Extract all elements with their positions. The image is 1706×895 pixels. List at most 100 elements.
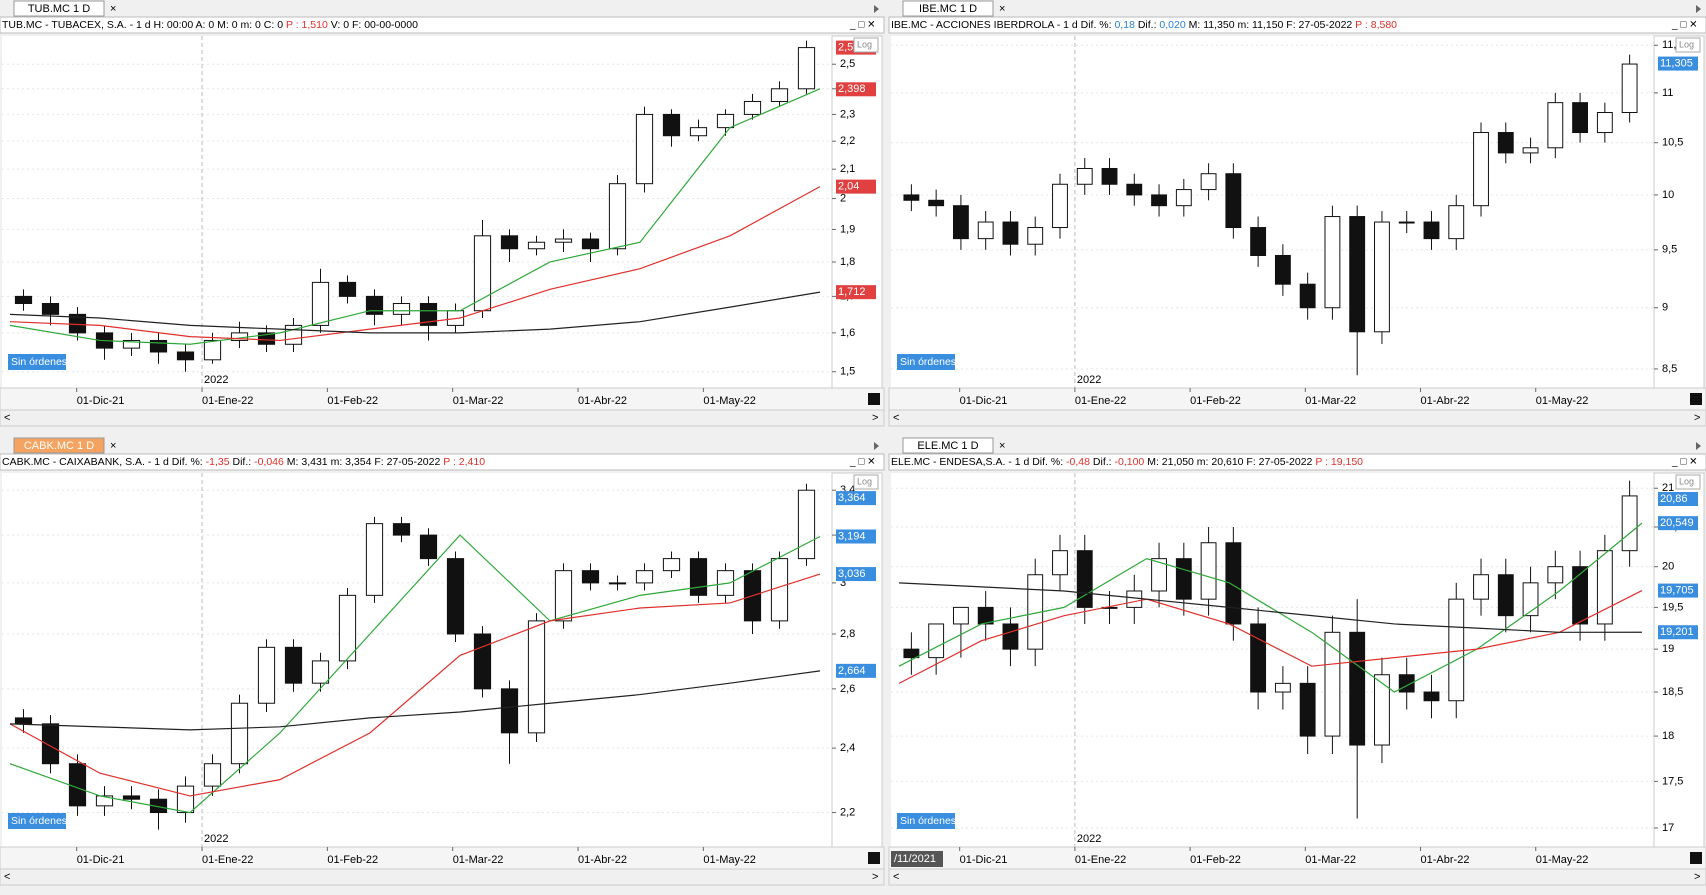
toolbar-square[interactable] (868, 852, 880, 864)
scrollbar[interactable] (0, 868, 885, 886)
candle-body (1398, 221, 1415, 224)
candle-body (1324, 216, 1341, 309)
header-segment: ELE.MC - ENDESA,S.A. - 1 d Dif. %: (891, 456, 1066, 468)
tab[interactable] (902, 437, 994, 454)
orders-badge (897, 354, 955, 370)
x-tick-label: 01-Mar-22 (1305, 395, 1356, 407)
candle-body (977, 606, 994, 625)
candle-body (797, 489, 816, 560)
tab[interactable] (13, 437, 105, 454)
scrollbar[interactable] (888, 868, 1706, 886)
candle-body (1052, 550, 1068, 576)
candle-body (1151, 558, 1167, 592)
candle-body (928, 623, 945, 659)
header-info: TUB.MC - TUBACEX, S.A. - 1 d H: 00:00 A:… (2, 19, 418, 31)
candle-body (608, 183, 627, 250)
toolbar-square[interactable] (1690, 393, 1702, 405)
candle-body (122, 339, 141, 349)
tab-arrow (874, 5, 879, 13)
price-tag-label: 2,04 (838, 181, 859, 193)
candle-body (1076, 167, 1093, 185)
candle-body (1547, 566, 1564, 584)
price-tag (836, 491, 876, 506)
price-tag-label: 20,549 (1660, 517, 1694, 529)
log-button[interactable] (853, 37, 879, 53)
y-tick-label: 2,2 (840, 135, 855, 147)
price-tag (1658, 56, 1698, 71)
scrollbar[interactable] (888, 409, 1706, 427)
price-tag-label: 2,398 (838, 83, 866, 95)
scroll-left[interactable]: < (893, 871, 899, 883)
toolbar-square[interactable] (1690, 852, 1702, 864)
scroll-left[interactable]: < (893, 412, 899, 424)
y-tick-label: 9,5 (1662, 244, 1677, 256)
scroll-right[interactable]: > (872, 412, 878, 424)
header-segment: IBE.MC - ACCIONES IBERDROLA - 1 d Dif. %… (891, 19, 1114, 31)
candle-body (770, 88, 789, 102)
plot-area (891, 473, 1654, 847)
candle-body (176, 785, 195, 814)
log-button[interactable] (853, 474, 879, 490)
candle-body (554, 238, 573, 243)
price-tag-label: 1,712 (838, 286, 866, 298)
tab-close[interactable]: × (110, 440, 116, 452)
price-tag (1658, 583, 1698, 598)
tab-close[interactable]: × (999, 3, 1005, 15)
price-tag (1658, 491, 1698, 506)
price-tag-label: 19,705 (1660, 584, 1694, 596)
x-tick-label: 01-Abr-22 (578, 854, 627, 866)
header-info: ELE.MC - ENDESA,S.A. - 1 d Dif. %: -0,48… (891, 456, 1363, 468)
x-tick-label: 01-May-22 (703, 854, 756, 866)
plot-area (891, 36, 1654, 388)
log-button[interactable] (1675, 37, 1701, 53)
candle-body (1497, 574, 1514, 617)
orders-label: Sin órdenes (900, 356, 956, 368)
candle-body (203, 339, 222, 361)
chart-panel: CABK.MC 1 D × CABK.MC - CAIXABANK, S.A. - … (0, 437, 885, 895)
scroll-left[interactable]: < (4, 871, 10, 883)
plot-area (2, 473, 832, 847)
chart-panel: IBE.MC 1 D × IBE.MC - ACCIONES IBERDROLA -… (888, 0, 1706, 436)
candle-body (1126, 183, 1143, 196)
tab[interactable] (902, 0, 994, 17)
candle-body (1473, 132, 1489, 207)
candle-body (1299, 283, 1316, 309)
y-tick-label: 1,9 (840, 223, 855, 235)
scroll-right[interactable]: > (872, 871, 878, 883)
candle-body (1423, 691, 1440, 702)
y-tick-label: 10,5 (1662, 137, 1683, 149)
orders-label: Sin órdenes (11, 815, 67, 827)
header-segment: Dif.: (1090, 456, 1115, 468)
header-segment: P : 1,510 (286, 19, 328, 31)
tab[interactable] (13, 0, 105, 17)
candle-body (662, 113, 681, 137)
candle-body (203, 763, 222, 787)
scroll-right[interactable]: > (1694, 871, 1700, 883)
candle-body (1200, 542, 1217, 600)
tab-close[interactable]: × (110, 3, 116, 15)
candle-body (1324, 631, 1341, 737)
candle-body (903, 194, 920, 201)
candle-body (1596, 550, 1613, 625)
header-segment: -0,100 (1115, 456, 1145, 468)
scrollbar[interactable] (0, 409, 885, 427)
scroll-right[interactable]: > (1694, 412, 1700, 424)
toolbar-square[interactable] (868, 393, 880, 405)
candle-body (1448, 598, 1465, 702)
header-segment: -0,046 (254, 456, 284, 468)
candle-body (952, 606, 969, 625)
price-tag-label: 3,194 (838, 530, 866, 542)
candle-body (41, 303, 60, 315)
candle-body (41, 723, 60, 765)
candle-body (689, 127, 708, 137)
candle-body (1274, 682, 1291, 693)
scroll-left[interactable]: < (4, 412, 10, 424)
header-bar (888, 453, 1706, 471)
tab-close[interactable]: × (999, 440, 1005, 452)
log-button[interactable] (1675, 474, 1701, 490)
candle-body (1572, 102, 1589, 134)
header-bar (0, 16, 885, 34)
candle-body (230, 702, 249, 765)
orders-badge (897, 813, 955, 829)
price-tag-label: 19,201 (1660, 626, 1694, 638)
